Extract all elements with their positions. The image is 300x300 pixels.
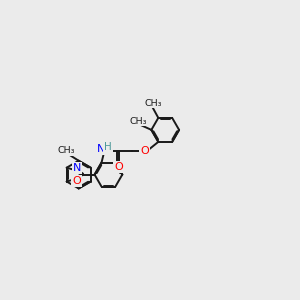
Text: N: N — [73, 163, 81, 173]
Text: N: N — [97, 144, 105, 154]
Text: O: O — [114, 162, 123, 172]
Text: O: O — [72, 176, 81, 186]
Text: CH₃: CH₃ — [145, 98, 162, 107]
Text: CH₃: CH₃ — [130, 117, 147, 126]
Text: O: O — [140, 146, 149, 156]
Text: H: H — [104, 142, 112, 152]
Text: CH₃: CH₃ — [57, 146, 75, 155]
